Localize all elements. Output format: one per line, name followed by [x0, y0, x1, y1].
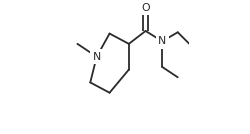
Text: N: N — [92, 52, 101, 62]
Text: N: N — [158, 36, 166, 46]
Text: O: O — [141, 3, 150, 13]
